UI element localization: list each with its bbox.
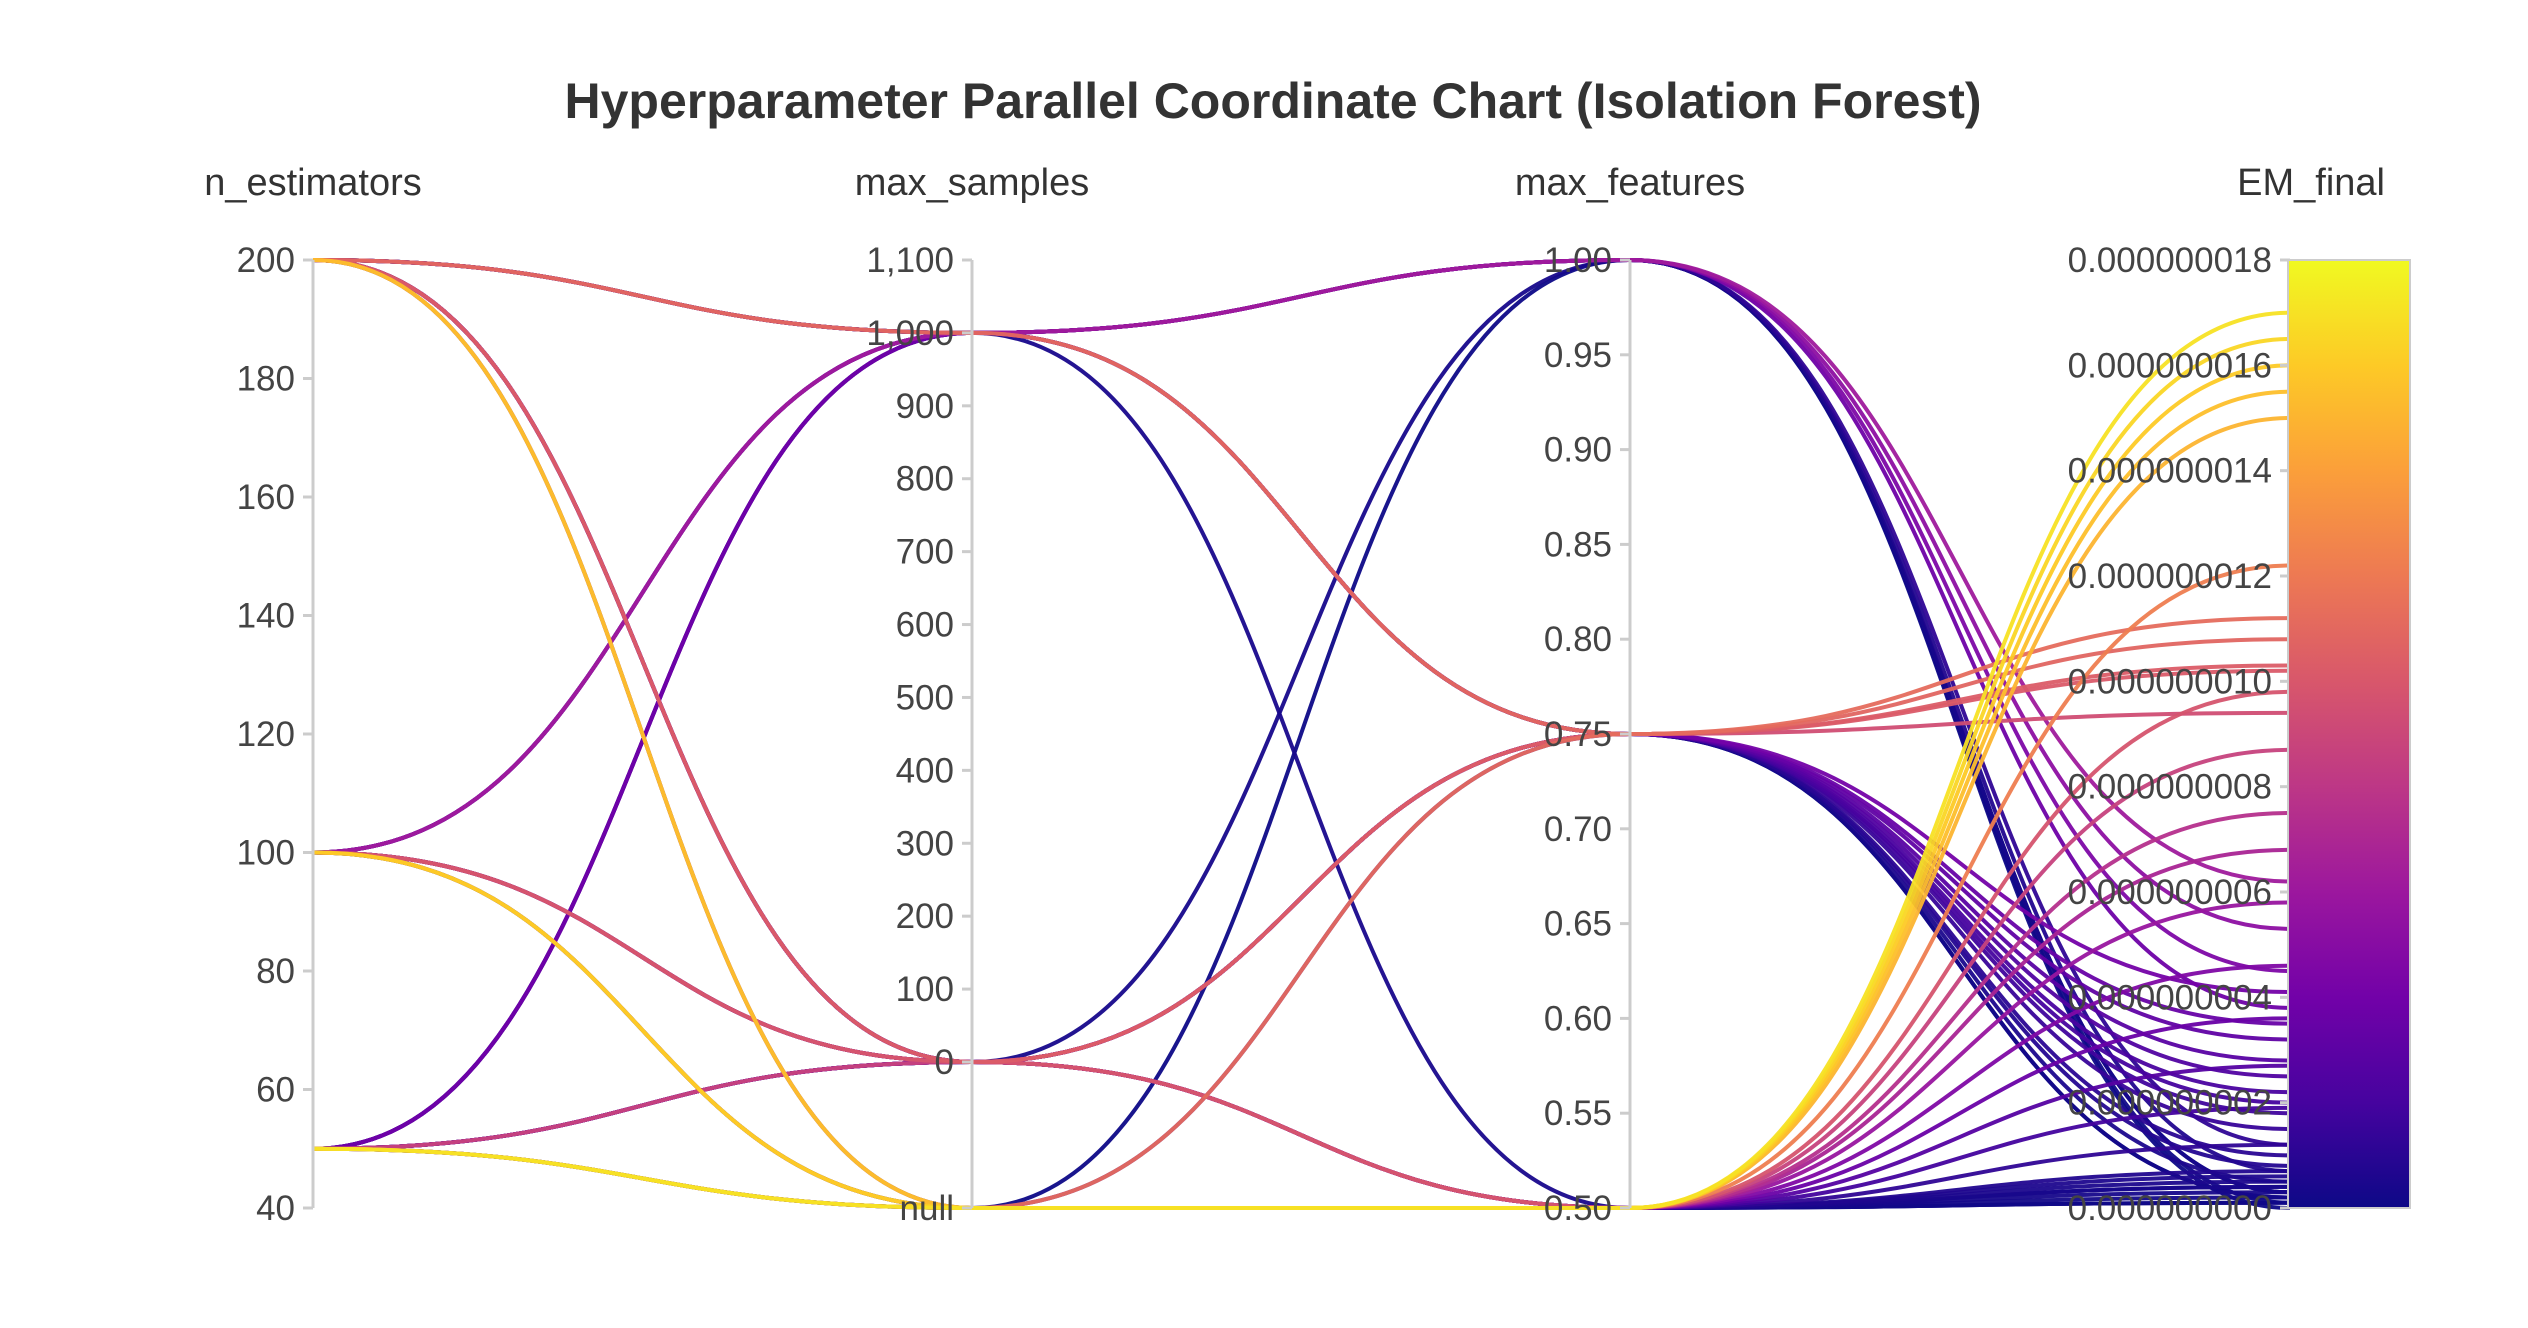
tick-label: 100	[896, 970, 954, 1009]
tick-label: 80	[256, 952, 295, 991]
tick-label: 0	[935, 1043, 954, 1082]
data-line	[312, 847, 2291, 1211]
tick-label: 0.000000008	[2068, 768, 2272, 807]
tick-label: 60	[256, 1071, 295, 1110]
data-line	[312, 310, 2291, 1211]
tick-label: 700	[896, 533, 954, 572]
chart-title: Hyperparameter Parallel Coordinate Chart…	[564, 73, 1981, 129]
tick-label: 0.000000016	[2068, 346, 2272, 385]
tick-label: 0.000000000	[2068, 1189, 2272, 1228]
tick-label: 0.000000010	[2068, 662, 2272, 701]
tick-label: 0.000000002	[2068, 1084, 2272, 1123]
tick-label: 1,100	[866, 241, 954, 280]
tick-label: 0.000000006	[2068, 873, 2272, 912]
tick-label: 0.65	[1544, 905, 1612, 944]
tick-label: 0.000000012	[2068, 557, 2272, 596]
data-line	[312, 257, 2291, 973]
tick-label: 40	[256, 1189, 295, 1228]
tick-label: null	[900, 1189, 954, 1228]
tick-label: 140	[237, 597, 295, 636]
axes-layer: n_estimators 200 180 160 140 120 100 80 60 40 max_…	[204, 162, 2385, 1228]
tick-label: 400	[896, 751, 954, 790]
axis-EM-final[interactable]: EM_final 0.000000018 0.000000016 0.00000001…	[2068, 162, 2385, 1228]
tick-label: 1,000	[866, 314, 954, 353]
axis-label: max_samples	[855, 162, 1089, 204]
tick-label: 200	[237, 241, 295, 280]
axis-label: n_estimators	[204, 162, 422, 204]
data-line	[312, 258, 2291, 1065]
data-line	[312, 257, 2291, 1195]
axis-max-samples[interactable]: max_samples 1,100 1,000 900 800 700 600 500 400 3…	[855, 162, 1089, 1228]
data-line	[312, 330, 2291, 1211]
tick-label: 1.00	[1544, 241, 1612, 280]
tick-label: 200	[896, 897, 954, 936]
axis-n-estimators[interactable]: n_estimators 200 180 160 140 120 100 80 60 40	[204, 162, 422, 1228]
data-line	[312, 257, 2291, 1195]
colorbar-layer	[2287, 259, 2411, 1209]
tick-label: 800	[896, 460, 954, 499]
data-line	[312, 258, 2291, 737]
tick-label: 300	[896, 824, 954, 863]
tick-label: 0.85	[1544, 525, 1612, 564]
lines-layer	[312, 257, 2291, 1211]
data-line	[312, 257, 2291, 884]
colorbar	[2287, 259, 2411, 1209]
tick-label: 600	[896, 606, 954, 645]
tick-label: 0.70	[1544, 810, 1612, 849]
data-line	[312, 689, 2291, 1211]
tick-label: 0.50	[1544, 1189, 1612, 1228]
tick-label: 900	[896, 387, 954, 426]
tick-label: 160	[237, 478, 295, 517]
tick-label: 0.60	[1544, 999, 1612, 1038]
tick-label: 0.80	[1544, 620, 1612, 659]
axis-max-features[interactable]: max_features 1.00 0.95 0.90 0.85 0.80 0.75 0.70…	[1515, 162, 1745, 1228]
tick-label: 0.55	[1544, 1094, 1612, 1133]
tick-label: 120	[237, 715, 295, 754]
tick-label: 0.000000018	[2068, 241, 2272, 280]
tick-label: 180	[237, 360, 295, 399]
tick-label: 0.75	[1544, 715, 1612, 754]
tick-label: 0.000000004	[2068, 978, 2272, 1017]
tick-label: 0.95	[1544, 336, 1612, 375]
tick-label: 0.90	[1544, 431, 1612, 470]
tick-label: 500	[896, 678, 954, 717]
tick-label: 0.000000014	[2068, 452, 2272, 491]
axis-label: EM_final	[2237, 162, 2385, 204]
axis-label: max_features	[1515, 162, 1745, 204]
tick-label: 100	[237, 834, 295, 873]
